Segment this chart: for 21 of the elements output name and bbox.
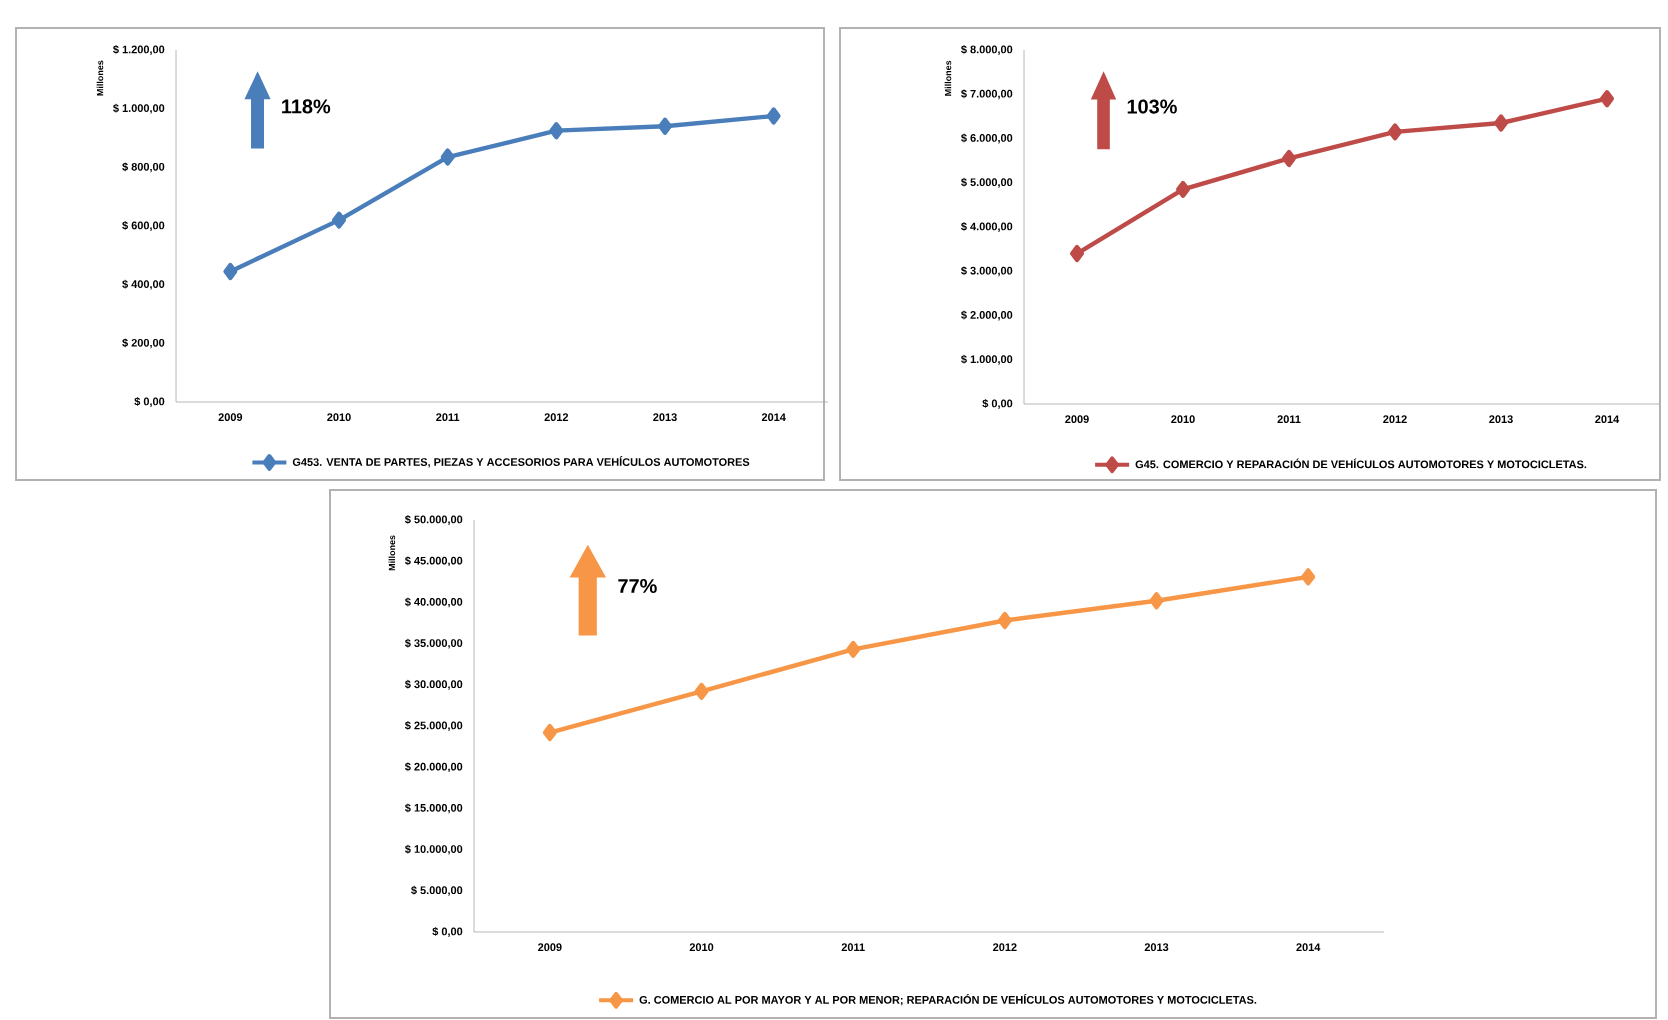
point [1176,180,1191,198]
point [1301,568,1316,586]
point [332,211,347,229]
point [542,723,557,742]
point [1388,123,1403,141]
annotation: 103% [1127,99,1177,114]
point [766,107,781,125]
point [1600,90,1615,108]
point [1494,114,1509,132]
point [1070,244,1085,263]
point [549,122,564,140]
point [997,611,1012,630]
point [440,148,455,166]
point [846,640,861,658]
point [658,117,673,135]
point [694,682,709,700]
point [1282,149,1297,168]
annotation: 77% [618,578,657,593]
annotation: 118% [282,99,331,114]
point [223,262,238,281]
point [1149,592,1164,610]
